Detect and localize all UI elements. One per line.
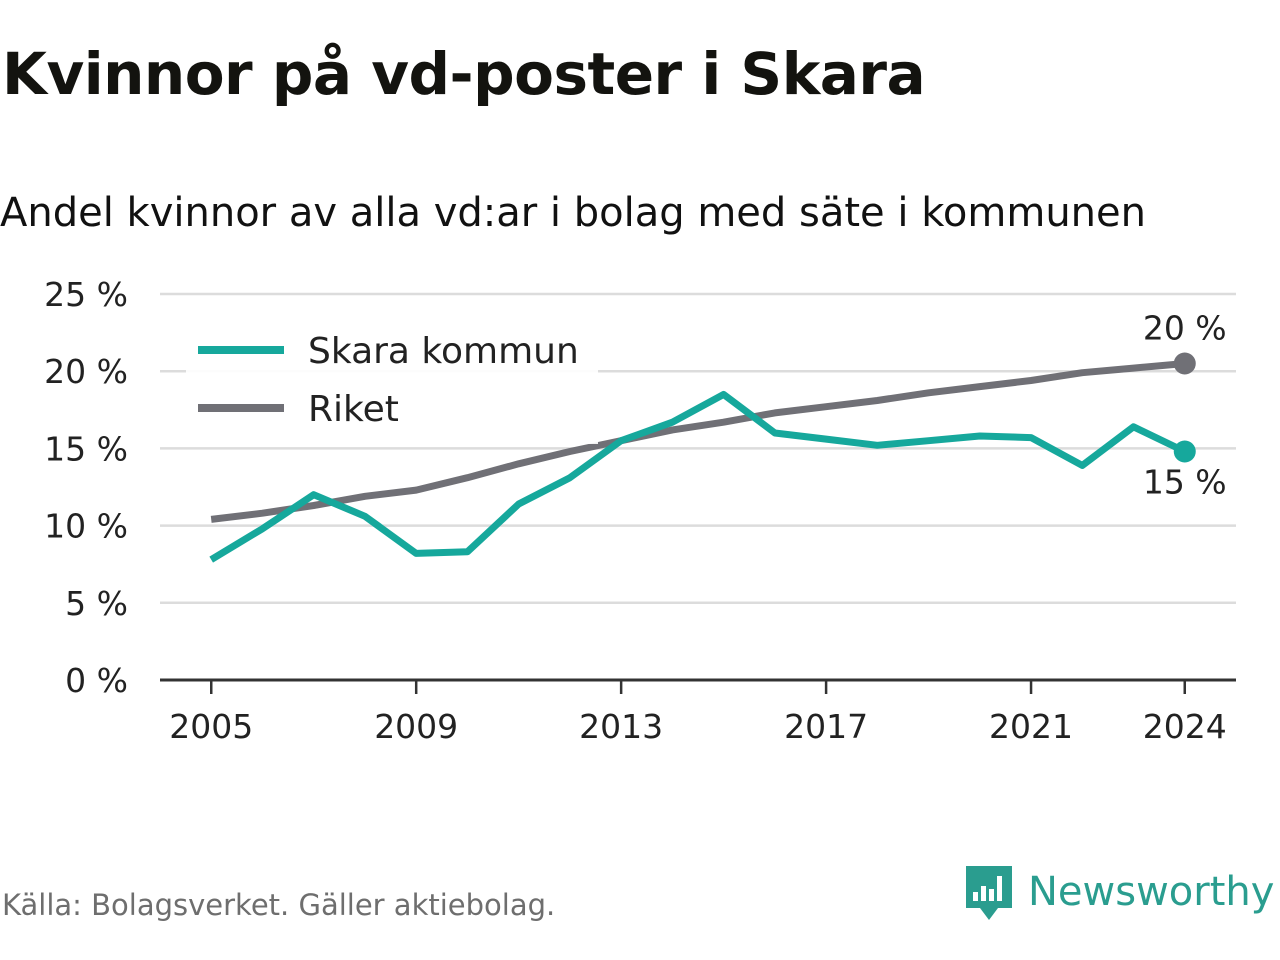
x-tick-label: 2024 bbox=[1143, 707, 1227, 746]
legend-label: Skara kommun bbox=[308, 331, 579, 372]
series-line bbox=[209, 390, 1187, 563]
chart-title: Kvinnor på vd-poster i Skara bbox=[2, 40, 926, 108]
x-tick-label: 2017 bbox=[784, 707, 868, 746]
legend-label: Riket bbox=[308, 389, 399, 430]
y-axis-ticks: 0 % 5 % 10 % 15 % 20 % 25 % bbox=[44, 275, 128, 700]
legend-box bbox=[186, 322, 598, 444]
x-tick-label: 2013 bbox=[579, 707, 663, 746]
y-tick-label: 5 % bbox=[65, 584, 128, 623]
y-tick-label: 15 % bbox=[44, 429, 128, 468]
series-lines bbox=[209, 360, 1187, 563]
y-tick-label: 20 % bbox=[44, 352, 128, 391]
end-markers: 15 % 20 % bbox=[1143, 308, 1227, 501]
y-tick-label: 10 % bbox=[44, 507, 128, 546]
y-tick-label: 25 % bbox=[44, 275, 128, 314]
bar-chart-flag-icon bbox=[966, 866, 1012, 920]
x-tick-label: 2009 bbox=[374, 707, 458, 746]
source-note: Källa: Bolagsverket. Gäller aktiebolag. bbox=[2, 888, 556, 922]
x-axis: 2005 2009 2013 2017 2021 2024 bbox=[160, 678, 1236, 746]
brand-logo[interactable]: Newsworthy bbox=[964, 862, 1274, 922]
end-label: 15 % bbox=[1143, 462, 1227, 501]
series-line bbox=[210, 360, 1186, 523]
end-label: 20 % bbox=[1143, 308, 1227, 347]
x-tick-label: 2005 bbox=[169, 707, 253, 746]
end-marker bbox=[1173, 440, 1196, 463]
y-tick-label: 0 % bbox=[65, 661, 128, 700]
brand-name: Newsworthy bbox=[1028, 869, 1275, 915]
legend: Skara kommun Riket bbox=[186, 322, 598, 444]
x-tick-label: 2021 bbox=[989, 707, 1073, 746]
end-marker bbox=[1173, 352, 1196, 375]
chart-subtitle: Andel kvinnor av alla vd:ar i bolag med … bbox=[0, 190, 1146, 236]
